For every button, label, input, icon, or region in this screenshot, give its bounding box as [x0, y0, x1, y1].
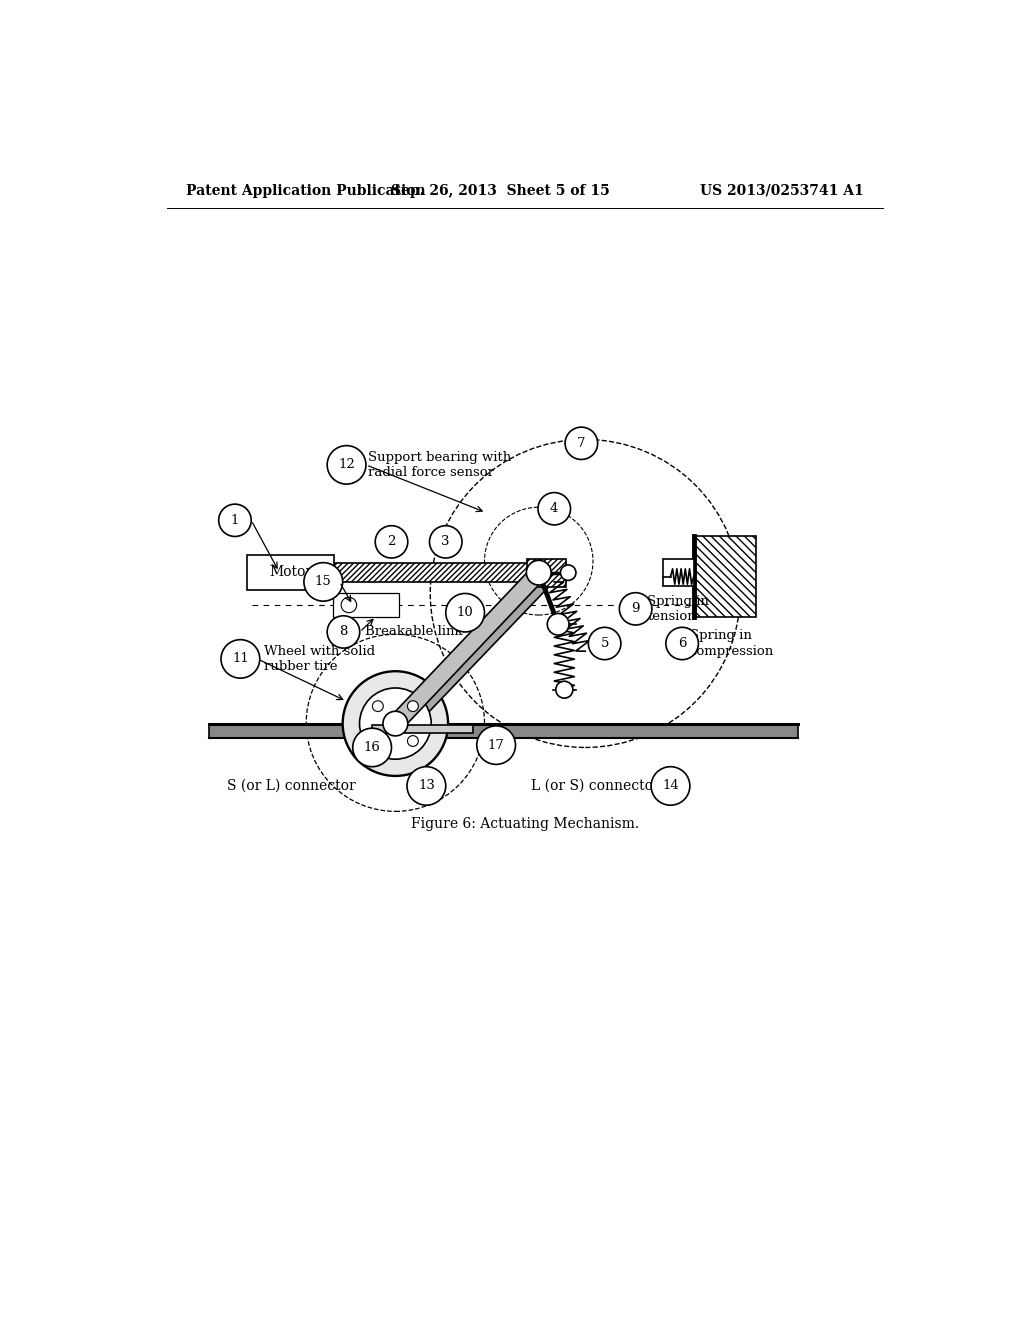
- Text: 13: 13: [418, 779, 435, 792]
- Text: 11: 11: [232, 652, 249, 665]
- Text: Wheel with solid
rubber tire: Wheel with solid rubber tire: [263, 645, 375, 673]
- Text: S (or L) connector: S (or L) connector: [227, 779, 356, 793]
- Text: 9: 9: [632, 602, 640, 615]
- Bar: [663, 558, 693, 586]
- Circle shape: [565, 428, 598, 459]
- Circle shape: [373, 735, 383, 746]
- Text: Sep. 26, 2013  Sheet 5 of 15: Sep. 26, 2013 Sheet 5 of 15: [390, 183, 609, 198]
- Circle shape: [219, 504, 251, 536]
- Circle shape: [408, 701, 419, 711]
- Bar: [372, 725, 473, 733]
- Text: US 2013/0253741 A1: US 2013/0253741 A1: [700, 183, 864, 198]
- Circle shape: [560, 565, 575, 581]
- Circle shape: [304, 562, 343, 601]
- Bar: [334, 564, 566, 582]
- Text: Spring in
tension: Spring in tension: [647, 595, 710, 623]
- Circle shape: [547, 614, 569, 635]
- Text: 1: 1: [230, 513, 240, 527]
- Circle shape: [343, 672, 449, 776]
- FancyBboxPatch shape: [248, 554, 334, 590]
- Bar: [334, 594, 399, 616]
- Circle shape: [620, 593, 652, 626]
- Text: 4: 4: [550, 502, 558, 515]
- Text: Motor: Motor: [269, 565, 312, 579]
- Circle shape: [589, 627, 621, 660]
- Text: 14: 14: [663, 779, 679, 792]
- Circle shape: [328, 446, 366, 484]
- Circle shape: [666, 627, 698, 660]
- Text: 15: 15: [315, 576, 332, 589]
- Text: 6: 6: [678, 638, 686, 649]
- Circle shape: [651, 767, 690, 805]
- Text: Figure 6: Actuating Mechanism.: Figure 6: Actuating Mechanism.: [411, 817, 639, 832]
- Polygon shape: [409, 568, 558, 723]
- Text: L (or S) connector: L (or S) connector: [531, 779, 659, 793]
- Text: Support bearing with
radial force sensor: Support bearing with radial force sensor: [369, 451, 512, 479]
- Text: 8: 8: [339, 626, 347, 639]
- Text: 17: 17: [487, 739, 505, 751]
- Text: 12: 12: [338, 458, 355, 471]
- Text: 16: 16: [364, 741, 381, 754]
- Text: 10: 10: [457, 606, 473, 619]
- Circle shape: [383, 711, 408, 737]
- Circle shape: [538, 492, 570, 525]
- Circle shape: [375, 525, 408, 558]
- Text: 7: 7: [578, 437, 586, 450]
- Text: Breakable link: Breakable link: [366, 626, 463, 639]
- Circle shape: [556, 681, 572, 698]
- Circle shape: [385, 714, 406, 734]
- Circle shape: [328, 615, 359, 648]
- Circle shape: [352, 729, 391, 767]
- Bar: [693, 536, 756, 616]
- Polygon shape: [393, 566, 545, 726]
- Circle shape: [373, 701, 383, 711]
- Circle shape: [526, 560, 551, 585]
- Circle shape: [445, 594, 484, 632]
- Circle shape: [408, 735, 419, 746]
- Circle shape: [477, 726, 515, 764]
- Bar: [527, 558, 566, 586]
- Text: Patent Application Publication: Patent Application Publication: [186, 183, 426, 198]
- Text: 2: 2: [387, 536, 395, 548]
- Text: Spring in
compression: Spring in compression: [690, 630, 774, 657]
- Circle shape: [359, 688, 431, 759]
- Bar: [209, 725, 799, 738]
- Text: 3: 3: [441, 536, 450, 548]
- Circle shape: [407, 767, 445, 805]
- Circle shape: [221, 640, 260, 678]
- Text: 5: 5: [600, 638, 609, 649]
- Circle shape: [429, 525, 462, 558]
